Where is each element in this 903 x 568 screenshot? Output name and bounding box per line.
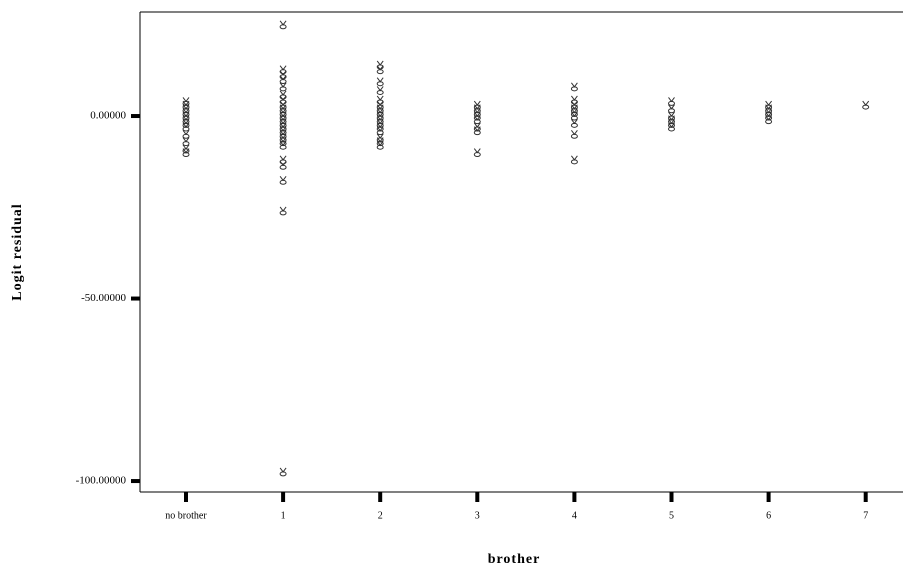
- x-tick-label: no brother: [165, 510, 207, 521]
- point: [279, 161, 287, 170]
- point: [376, 111, 384, 121]
- point: [570, 119, 578, 128]
- x-tick-label: 4: [572, 510, 577, 521]
- point: [182, 122, 190, 132]
- point: [182, 144, 190, 154]
- point: [570, 104, 578, 114]
- point: [182, 97, 190, 106]
- point: [182, 108, 190, 117]
- point: [668, 97, 676, 106]
- point: [182, 104, 190, 114]
- point: [570, 100, 578, 110]
- y-tick-label: -100.00000: [76, 475, 127, 487]
- point: [279, 137, 287, 147]
- point: [376, 133, 384, 143]
- point: [279, 108, 287, 117]
- x-tick-label: 1: [281, 510, 286, 521]
- point: [570, 111, 578, 121]
- point: [279, 467, 287, 477]
- point: [182, 148, 190, 157]
- x-tick-label: 3: [475, 510, 480, 521]
- point: [862, 100, 870, 110]
- point: [279, 126, 287, 136]
- point: [279, 20, 287, 30]
- point: [668, 119, 676, 128]
- point: [279, 100, 287, 110]
- point: [279, 122, 287, 132]
- point: [376, 122, 384, 132]
- point: [668, 111, 676, 121]
- point: [279, 111, 287, 121]
- point: [473, 122, 481, 132]
- point: [668, 115, 676, 125]
- point: [182, 137, 190, 147]
- point: [668, 104, 676, 114]
- point: [473, 148, 481, 157]
- point: [376, 108, 384, 117]
- point: [765, 115, 773, 125]
- point: [182, 111, 190, 121]
- point: [279, 133, 287, 143]
- y-tick-label: -50.00000: [81, 292, 126, 304]
- x-tick-label: 7: [863, 510, 868, 521]
- x-axis-title: brother: [488, 552, 541, 567]
- point: [376, 60, 384, 70]
- point: [182, 129, 190, 139]
- point: [376, 115, 384, 125]
- point: [376, 95, 384, 105]
- point: [279, 119, 287, 128]
- point: [570, 108, 578, 117]
- point: [182, 115, 190, 125]
- point: [182, 119, 190, 128]
- point: [765, 100, 773, 110]
- point: [376, 137, 384, 147]
- point: [473, 104, 481, 114]
- point: [279, 65, 287, 75]
- point: [376, 77, 384, 87]
- point: [668, 122, 676, 132]
- point: [376, 140, 384, 150]
- point: [279, 82, 287, 92]
- point: [376, 119, 384, 128]
- point: [473, 115, 481, 125]
- point: [765, 108, 773, 117]
- point: [279, 104, 287, 114]
- point: [376, 65, 384, 75]
- point: [473, 111, 481, 121]
- point: [279, 95, 287, 105]
- point: [570, 129, 578, 139]
- point: [279, 90, 287, 100]
- point: [376, 100, 384, 110]
- point: [279, 206, 287, 216]
- point: [473, 126, 481, 136]
- y-axis-title: Logit residual: [10, 203, 25, 300]
- point: [570, 95, 578, 105]
- x-tick-label: 2: [378, 510, 383, 521]
- point: [279, 129, 287, 139]
- point: [473, 108, 481, 117]
- y-tick-label: 0.00000: [90, 110, 126, 122]
- point: [473, 100, 481, 110]
- point: [376, 86, 384, 95]
- point: [279, 175, 287, 185]
- point: [279, 70, 287, 80]
- point: [376, 104, 384, 114]
- point: [279, 75, 287, 84]
- point: [570, 82, 578, 92]
- point: [182, 100, 190, 110]
- x-tick-label: 5: [669, 510, 674, 521]
- point: [376, 126, 384, 136]
- x-tick-label: 6: [766, 510, 771, 521]
- point: [765, 111, 773, 121]
- point: [279, 115, 287, 125]
- point: [570, 155, 578, 165]
- point: [765, 104, 773, 114]
